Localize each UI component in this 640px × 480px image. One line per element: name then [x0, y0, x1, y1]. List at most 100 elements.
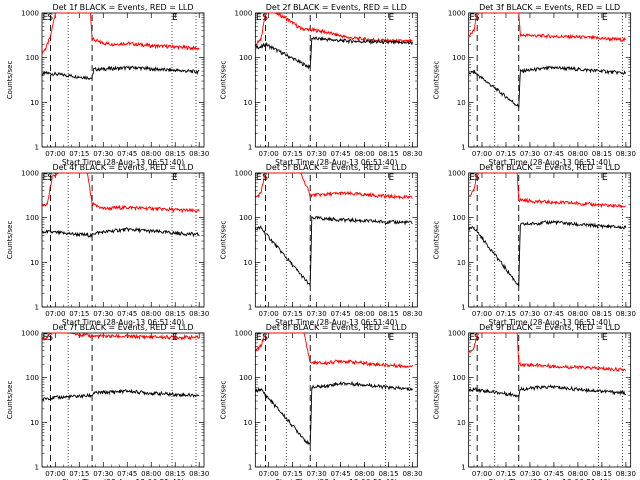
y-tick-label: 100	[239, 214, 252, 222]
lld-series-line	[254, 332, 413, 369]
events-series-line	[468, 219, 627, 287]
lld-series-line	[41, 12, 200, 54]
x-axis-label: Start Time (28-Aug-13 06:51:40)	[275, 318, 397, 327]
y-tick-label: 1000	[235, 10, 253, 18]
event-marker-s: S	[262, 333, 268, 343]
lld-series-line	[41, 332, 200, 341]
x-tick-label: 07:45	[117, 470, 137, 478]
x-tick-label: 08:00	[568, 150, 588, 158]
x-tick-label: 07:15	[496, 150, 516, 158]
x-tick-label: 07:30	[307, 310, 327, 318]
x-tick-label: 08:30	[402, 470, 422, 478]
y-tick-label: 1	[248, 144, 252, 152]
x-tick-label: 08:30	[616, 150, 636, 158]
y-tick-label: 1	[248, 464, 252, 472]
x-tick-label: 07:30	[93, 150, 113, 158]
y-tick-label: 10	[30, 419, 39, 427]
x-tick-label: 08:30	[402, 310, 422, 318]
y-axis-label: Counts/sec	[219, 221, 227, 260]
events-series-line	[255, 36, 413, 70]
x-tick-label: 07:15	[69, 470, 89, 478]
x-tick-label: 08:15	[378, 470, 398, 478]
lld-series-line	[468, 12, 627, 43]
y-tick-label: 100	[452, 54, 465, 62]
y-tick-label: 10	[457, 259, 466, 267]
x-tick-label: 07:45	[117, 150, 137, 158]
x-tick-label: 07:00	[472, 470, 492, 478]
chart-panel-6: Det 6f BLACK = Events, RED = LLD 1 10 100 10…	[433, 163, 636, 327]
y-tick-label: 10	[457, 99, 466, 107]
x-tick-label: 07:30	[307, 470, 327, 478]
x-tick-label: 08:00	[354, 310, 374, 318]
y-axis-label: Counts/sec	[6, 381, 14, 420]
x-tick-label: 07:45	[544, 310, 564, 318]
y-tick-label: 1	[35, 144, 39, 152]
x-tick-label: 07:15	[496, 470, 516, 478]
y-tick-label: 1000	[448, 170, 466, 178]
x-tick-label: 08:15	[592, 310, 612, 318]
lld-series-line	[254, 11, 413, 47]
lld-series-line	[255, 172, 413, 200]
plot-frame	[254, 12, 418, 148]
y-axis-label: Counts/sec	[219, 381, 227, 420]
x-tick-label: 07:00	[45, 150, 65, 158]
x-tick-label: 08:00	[568, 470, 588, 478]
x-tick-label: 08:00	[354, 150, 374, 158]
x-tick-label: 08:15	[378, 150, 398, 158]
y-tick-label: 100	[26, 374, 39, 382]
x-tick-label: 08:30	[402, 150, 422, 158]
y-tick-label: 10	[243, 259, 252, 267]
event-marker-s: S	[474, 13, 480, 23]
chart-panel-7: Det 7f BLACK = Events, RED = LLD 1 10 100 10…	[6, 323, 209, 480]
plot-frame	[41, 332, 205, 468]
y-tick-label: 100	[452, 374, 465, 382]
x-tick-label: 07:00	[472, 150, 492, 158]
y-axis-label: Counts/sec	[6, 61, 14, 100]
event-marker-e: E	[389, 13, 395, 23]
x-tick-label: 07:15	[283, 470, 303, 478]
x-tick-label: 07:00	[472, 310, 492, 318]
x-tick-label: 08:15	[165, 310, 185, 318]
plot-frame	[468, 332, 632, 468]
x-tick-label: 07:15	[69, 150, 89, 158]
y-tick-label: 1000	[448, 330, 466, 338]
y-axis-label: Counts/sec	[433, 381, 441, 420]
y-tick-label: 10	[243, 419, 252, 427]
y-tick-label: 10	[30, 259, 39, 267]
x-tick-label: 07:45	[330, 150, 350, 158]
x-tick-label: 07:15	[283, 310, 303, 318]
y-tick-label: 10	[30, 99, 39, 107]
x-axis-label: Start Time (28-Aug-13 06:51:40)	[275, 478, 397, 480]
y-tick-label: 1	[461, 464, 465, 472]
y-tick-label: 1000	[21, 330, 39, 338]
event-marker-e: E	[43, 173, 49, 183]
chart-panel-3: Det 3f BLACK = Events, RED = LLD 1 10 100 10…	[433, 3, 636, 167]
x-tick-label: 08:00	[141, 150, 161, 158]
event-marker-e: E	[469, 333, 475, 343]
x-tick-label: 07:00	[259, 150, 279, 158]
x-axis-label: Start Time (28-Aug-13 06:51:40)	[488, 158, 610, 167]
x-axis-label: Start Time (28-Aug-13 06:51:40)	[275, 158, 397, 167]
y-tick-label: 1	[248, 304, 252, 312]
y-tick-label: 1000	[21, 170, 39, 178]
events-series-line	[468, 65, 627, 108]
y-tick-label: 1	[461, 144, 465, 152]
x-tick-label: 07:45	[330, 310, 350, 318]
x-tick-label: 08:15	[165, 150, 185, 158]
x-tick-label: 07:45	[117, 310, 137, 318]
x-axis-label: Start Time (28-Aug-13 06:51:40)	[62, 158, 184, 167]
x-tick-label: 08:00	[141, 470, 161, 478]
y-tick-label: 1	[461, 304, 465, 312]
x-tick-label: 07:30	[93, 310, 113, 318]
y-tick-label: 1000	[21, 10, 39, 18]
event-marker-e: E	[256, 333, 262, 343]
x-tick-label: 07:00	[45, 310, 65, 318]
event-marker-s: S	[262, 13, 268, 23]
x-tick-label: 08:00	[568, 310, 588, 318]
x-axis-label: Start Time (28-Aug-13 06:51:40)	[62, 478, 184, 480]
event-marker-e: E	[172, 13, 178, 23]
chart-panel-5: Det 5f BLACK = Events, RED = LLD 1 10 100 10…	[219, 163, 422, 327]
event-marker-e: E	[256, 173, 262, 183]
chart-title: Det 3f BLACK = Events, RED = LLD	[479, 3, 620, 12]
